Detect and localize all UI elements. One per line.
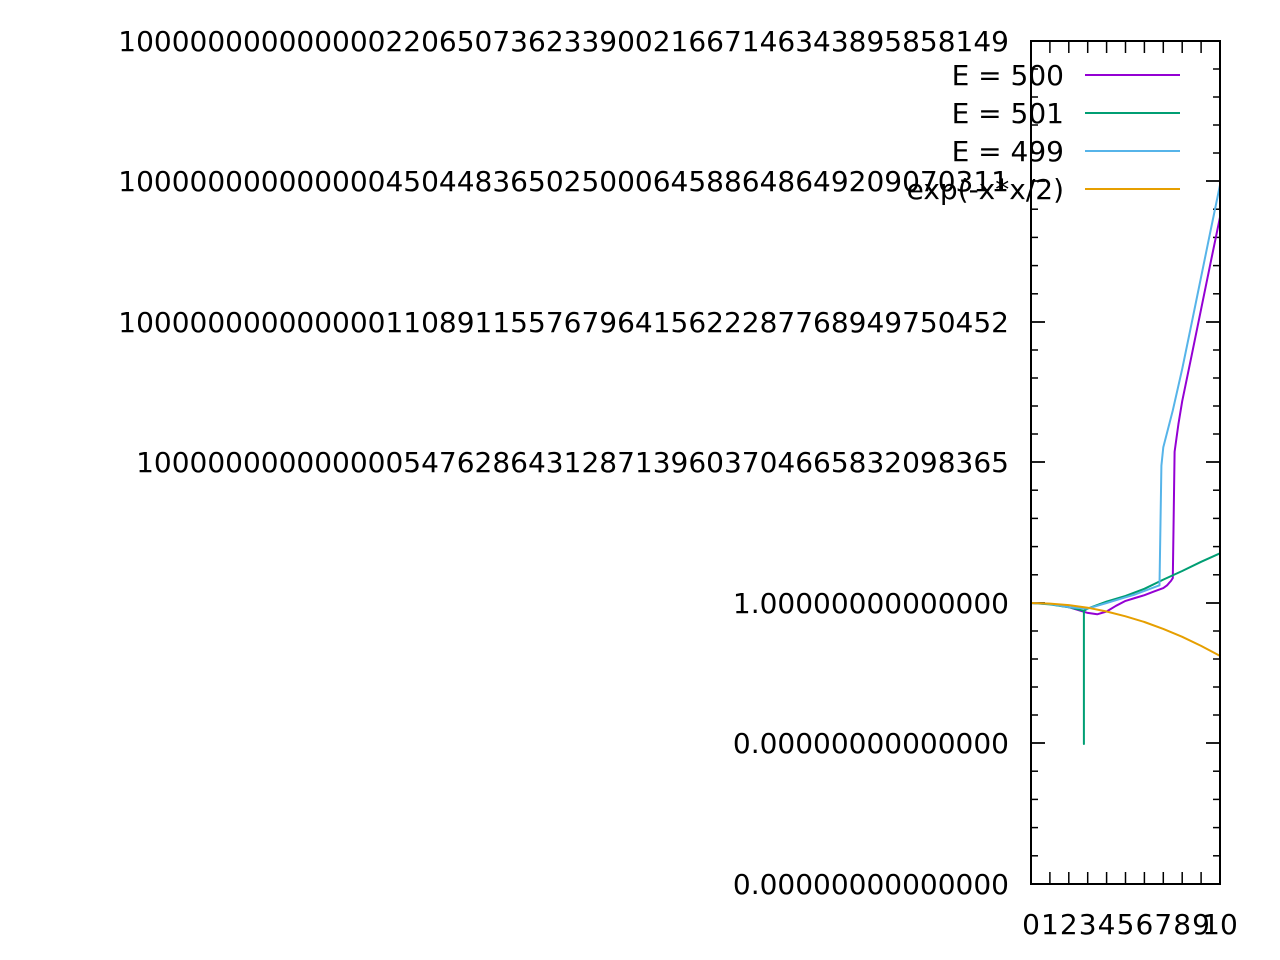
y-axis-tick-labels: 0.00000000000000 0.00000000000000 1.000000… bbox=[118, 25, 1009, 901]
y-tick-label: 0.00000000000000 bbox=[733, 868, 1009, 901]
x-tick-label: 10 bbox=[1202, 908, 1238, 941]
series-line-e-501 bbox=[1030, 552, 1221, 745]
series-lines bbox=[1030, 184, 1221, 745]
x-tick-label: 9 bbox=[1192, 908, 1210, 941]
y-tick-label: 1000000000000005476286431287139603704665… bbox=[136, 446, 1009, 479]
legend-label: E = 500 bbox=[952, 59, 1064, 92]
x-tick-label: 3 bbox=[1079, 908, 1097, 941]
x-tick-label: 1 bbox=[1041, 908, 1059, 941]
y-tick-label: 1000000000000001108911557679641562228776… bbox=[118, 306, 1009, 339]
x-tick-label: 8 bbox=[1173, 908, 1191, 941]
y-tick-label: 1000000000000002206507362339002166714634… bbox=[118, 25, 1009, 58]
plot-frame bbox=[1030, 40, 1221, 885]
series-line-e-499 bbox=[1030, 184, 1221, 610]
x-tick-label: 2 bbox=[1060, 908, 1078, 941]
x-tick-label: 7 bbox=[1154, 908, 1172, 941]
x-tick-label: 5 bbox=[1117, 908, 1135, 941]
legend-label: E = 501 bbox=[952, 97, 1064, 130]
x-tick-label: 0 bbox=[1022, 908, 1040, 941]
legend-label: exp(-x*x/2) bbox=[907, 173, 1064, 206]
series-line-e-500 bbox=[1030, 216, 1221, 616]
x-axis-tick-labels: 0 1 2 3 4 5 6 7 8 910 bbox=[1022, 908, 1238, 941]
series-line-exp-x-x-2 bbox=[1030, 602, 1221, 657]
y-tick-label: 1.00000000000000 bbox=[733, 587, 1009, 620]
x-tick-label: 6 bbox=[1135, 908, 1153, 941]
legend-label: E = 499 bbox=[952, 135, 1064, 168]
y-tick-label: 1000000000000004504483650250006458864864… bbox=[118, 165, 1009, 198]
legend: E = 500 E = 501 E = 499 exp(-x*x/2) bbox=[907, 59, 1180, 206]
x-tick-label: 4 bbox=[1098, 908, 1116, 941]
y-tick-label: 0.00000000000000 bbox=[733, 727, 1009, 760]
